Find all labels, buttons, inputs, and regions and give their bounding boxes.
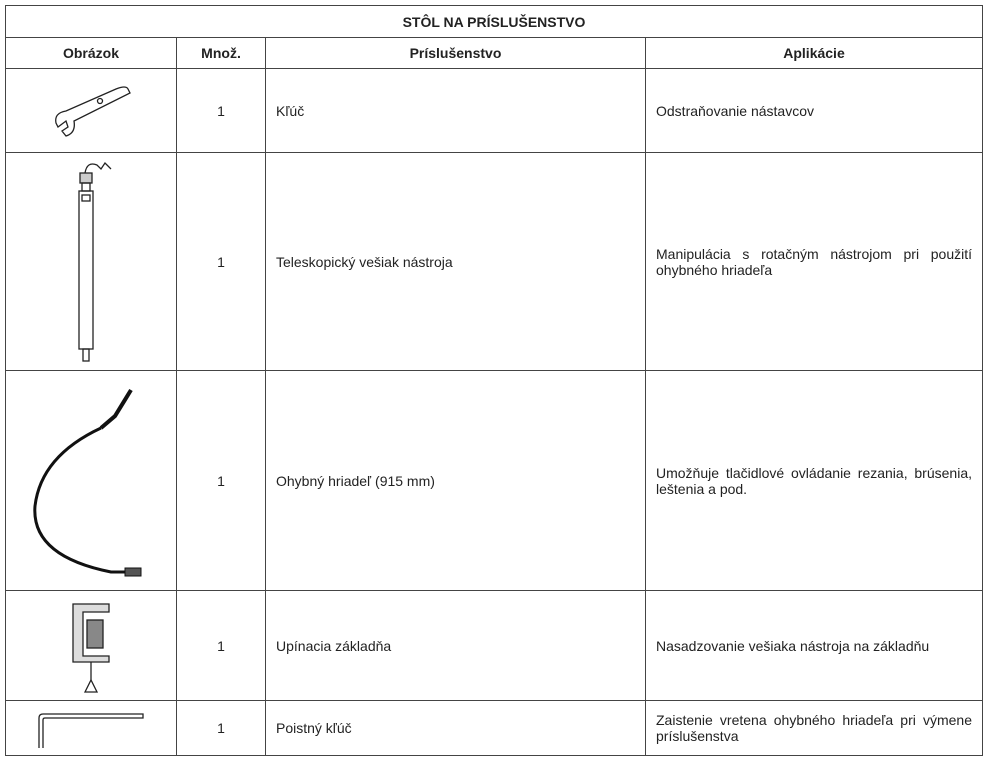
- application: Nasadzovanie vešiaka nástroja na základň…: [645, 590, 983, 701]
- flex-shaft-icon: [33, 388, 142, 576]
- qty: 1: [176, 370, 266, 591]
- header-row: Obrázok Množ. Príslušenstvo Aplikácie: [5, 37, 983, 69]
- row: 1 Teleskopický vešiak nástroja Manipulác…: [5, 152, 983, 371]
- image-cell: [5, 152, 177, 371]
- header-cell: Aplikácie: [645, 37, 983, 69]
- qty: 1: [176, 590, 266, 701]
- wrench-icon: [55, 85, 131, 137]
- row: 1 Poistný kľúč Zaistenie vretena ohybnéh…: [5, 700, 983, 756]
- header-cell: Množ.: [176, 37, 266, 69]
- image-cell: [5, 590, 177, 701]
- row: 1 Kľúč Odstraňovanie nástavcov: [5, 68, 983, 153]
- row: 1 Upínacia základňa Nasadzovanie vešiaka…: [5, 590, 983, 701]
- image-cell: [5, 370, 177, 591]
- header-cell: Príslušenstvo: [265, 37, 646, 69]
- title-row: STÔL NA PRÍSLUŠENSTVO: [5, 5, 983, 38]
- hex-key-icon: [38, 713, 144, 748]
- image-cell: [5, 68, 177, 153]
- image-cell: [5, 700, 177, 756]
- application: Umožňuje tlačidlové ovládanie rezania, b…: [645, 370, 983, 591]
- qty: 1: [176, 700, 266, 756]
- row: 1 Ohybný hriadeľ (915 mm) Umožňuje tlači…: [5, 370, 983, 591]
- accessory: Teleskopický vešiak nástroja: [265, 152, 646, 371]
- accessory: Kľúč: [265, 68, 646, 153]
- qty: 1: [176, 68, 266, 153]
- accessory-table: STÔL NA PRÍSLUŠENSTVO Obrázok Množ. Prís…: [5, 5, 983, 756]
- application: Zaistenie vretena ohybného hriadeľa pri …: [645, 700, 983, 756]
- table-title: STÔL NA PRÍSLUŠENSTVO: [5, 5, 983, 38]
- accessory: Upínacia základňa: [265, 590, 646, 701]
- application: Manipulácia s rotačným nástrojom pri pou…: [645, 152, 983, 371]
- application: Odstraňovanie nástavcov: [645, 68, 983, 153]
- header-cell: Obrázok: [5, 37, 177, 69]
- accessory: Poistný kľúč: [265, 700, 646, 756]
- accessory: Ohybný hriadeľ (915 mm): [265, 370, 646, 591]
- hanger-icon: [78, 161, 112, 362]
- clamp-icon: [72, 602, 110, 693]
- qty: 1: [176, 152, 266, 371]
